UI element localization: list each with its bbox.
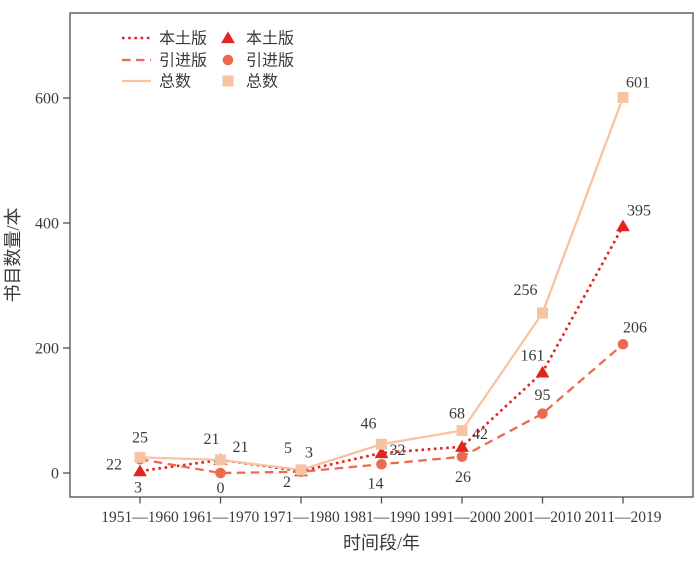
data-label: 2	[283, 474, 291, 491]
x-axis-title: 时间段/年	[343, 533, 420, 553]
data-label: 21	[233, 439, 249, 456]
y-tick-label: 400	[35, 216, 59, 233]
x-tick-label: 1961—1970	[182, 509, 260, 526]
legend-marker-sample-total	[222, 75, 234, 87]
data-label: 161	[521, 348, 545, 365]
legend-label: 本土版	[246, 30, 294, 48]
series-total-marker	[376, 438, 387, 450]
legend-marker-sample-imported	[222, 54, 234, 66]
x-tick-label: 1971—1980	[262, 509, 340, 526]
series-total-marker	[456, 425, 468, 436]
series-local-marker	[133, 464, 147, 477]
series-total-marker	[134, 451, 146, 463]
data-label: 32	[390, 442, 406, 459]
series-total-marker	[215, 454, 226, 466]
series-total-marker	[617, 91, 629, 103]
series-imported-marker	[617, 338, 629, 350]
data-label: 42	[472, 426, 488, 443]
series-imported-marker	[215, 467, 226, 479]
x-tick-label: 1981—1990	[343, 509, 421, 526]
data-label: 25	[132, 430, 148, 447]
y-axis-title: 书目数量/本	[3, 207, 23, 302]
data-label: 206	[623, 319, 647, 336]
data-label: 21	[204, 431, 220, 448]
series-total-marker	[295, 464, 307, 476]
legend	[122, 31, 235, 87]
series-local-marker	[616, 219, 630, 232]
legend-marker-sample-local	[221, 31, 235, 44]
data-label: 395	[627, 202, 651, 219]
series-imported-marker	[537, 408, 548, 419]
legend-label: 引进版	[159, 52, 207, 70]
data-label: 26	[455, 469, 471, 486]
data-label: 256	[514, 282, 538, 299]
plot-frame	[69, 12, 694, 498]
series-total-marker	[537, 307, 548, 319]
data-label: 68	[449, 406, 465, 423]
y-tick-label: 0	[51, 466, 59, 483]
y-tick-label: 600	[35, 91, 59, 108]
series-total	[134, 91, 629, 476]
data-label: 3	[305, 444, 313, 461]
series-imported-marker	[456, 451, 468, 463]
legend-label: 总数	[246, 73, 278, 91]
data-label: 95	[535, 387, 551, 404]
legend-label: 本土版	[159, 30, 207, 48]
data-label: 14	[368, 475, 384, 492]
data-label: 22	[106, 456, 122, 473]
series-imported-marker	[376, 458, 387, 470]
x-tick-label: 2011—2019	[585, 509, 662, 526]
data-label: 3	[134, 479, 142, 496]
data-label: 601	[626, 75, 650, 92]
legend-label: 引进版	[246, 52, 294, 70]
y-tick-label: 200	[35, 341, 59, 358]
x-tick-label: 1991—2000	[423, 509, 501, 526]
data-label: 46	[361, 415, 377, 432]
x-tick-label: 2001—2010	[504, 509, 582, 526]
x-tick-label: 1951—1960	[101, 509, 179, 526]
series-local-marker	[535, 365, 550, 378]
legend-label: 总数	[159, 73, 191, 91]
data-label: 0	[217, 480, 225, 497]
series-local-marker	[374, 446, 389, 459]
data-label: 5	[284, 440, 292, 457]
series-local-marker	[455, 440, 469, 452]
